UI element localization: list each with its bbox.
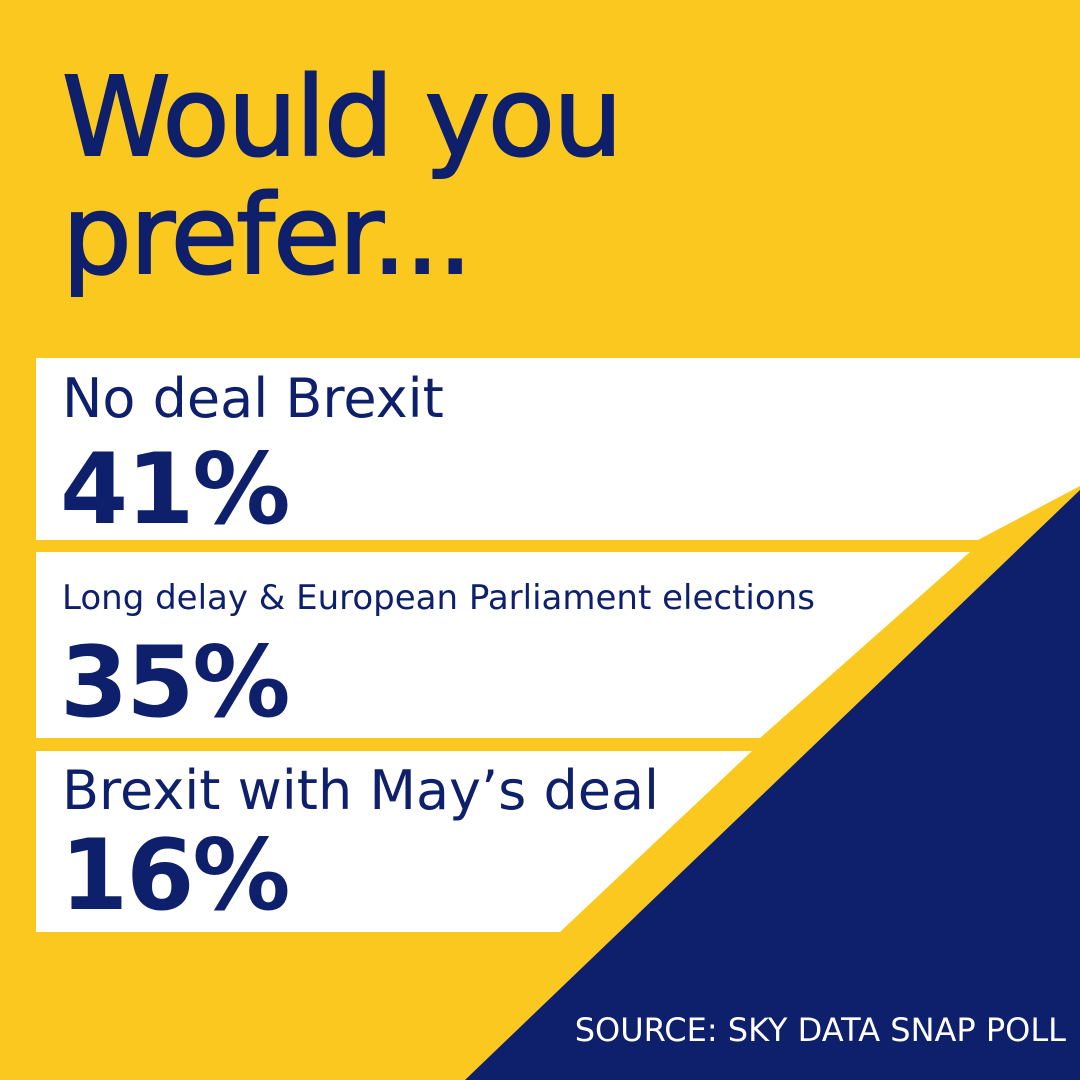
result-panel-2	[36, 552, 970, 738]
result-panel-3	[36, 751, 752, 932]
navy-corner-triangle	[465, 490, 1080, 1080]
chart-title: Would you prefer...	[61, 53, 624, 299]
source-note: SOURCE: SKY DATA SNAP POLL	[574, 1011, 1066, 1049]
category-label-3: Brexit with May’s deal	[62, 759, 660, 822]
category-label-1: No deal Brexit	[62, 367, 444, 430]
title-line-2: prefer...	[61, 171, 474, 299]
title-line-1: Would you	[61, 53, 624, 181]
result-panel-1	[36, 358, 1080, 540]
value-label-1: 41%	[60, 433, 291, 547]
category-label-2: Long delay & European Parliament electio…	[62, 578, 815, 618]
value-label-3: 16%	[60, 819, 291, 933]
value-label-2: 35%	[60, 626, 291, 740]
